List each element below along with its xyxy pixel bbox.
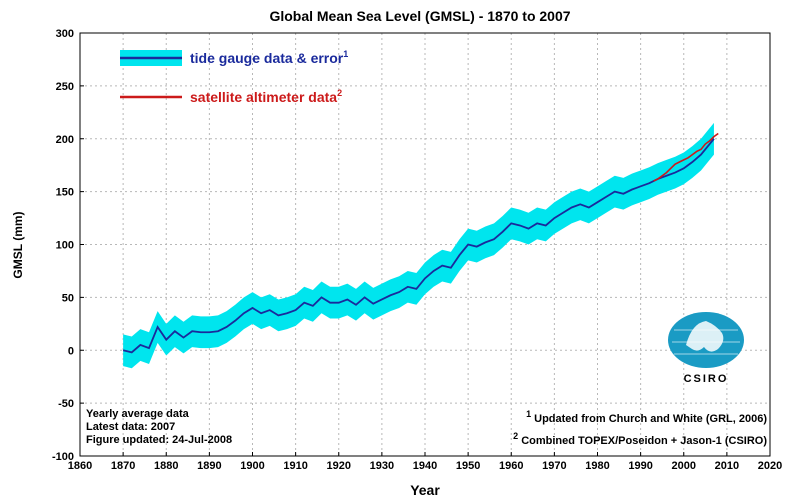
plot-frame <box>79 32 771 457</box>
y-tick-labels: -100 -50 0 50 100 150 200 250 300 <box>52 28 74 463</box>
x-tick-label: 1990 <box>628 460 652 472</box>
x-tick-label: 1880 <box>154 460 178 472</box>
x-tick-label: 1910 <box>283 460 307 472</box>
x-tick-label: 1960 <box>499 460 523 472</box>
x-tick-label: 1890 <box>197 460 221 472</box>
csiro-logo: CSIRO <box>668 312 744 385</box>
note-bottom-left: Yearly average data Latest data: 2007 Fi… <box>86 408 232 446</box>
y-axis-label: GMSL (mm) <box>11 211 25 278</box>
x-tick-label: 1920 <box>327 460 351 472</box>
chart-title: Global Mean Sea Level (GMSL) - 1870 to 2… <box>269 8 570 24</box>
legend: tide gauge data & error1 satellite altim… <box>120 49 348 105</box>
x-tick-label: 1940 <box>413 460 437 472</box>
footnote-1: 1 Updated from Church and White (GRL, 200… <box>526 409 767 425</box>
satellite-altimeter-line <box>653 132 719 182</box>
x-tick-label: 2000 <box>672 460 696 472</box>
x-tick-label: 1950 <box>456 460 480 472</box>
x-tick-label: 1980 <box>585 460 609 472</box>
x-tick-label: 1870 <box>111 460 135 472</box>
y-tick-label: 250 <box>56 81 74 93</box>
logo-text: CSIRO <box>684 373 729 385</box>
series-lines <box>122 132 719 354</box>
legend-label-tide: tide gauge data & error1 <box>190 49 348 66</box>
x-tick-label: 1860 <box>68 460 92 472</box>
x-tick-label: 1900 <box>240 460 264 472</box>
tide-gauge-line <box>122 138 715 354</box>
x-tick-labels: 1860 1870 1880 1890 1900 1910 1920 1930 1940 1950… <box>68 460 782 472</box>
legend-label-satellite: satellite altimeter data2 <box>190 88 342 105</box>
x-tick-label: 1930 <box>370 460 394 472</box>
x-tick-label: 2020 <box>758 460 782 472</box>
y-tick-label: 200 <box>56 134 74 146</box>
y-tick-label: 150 <box>56 187 74 199</box>
note-bottom-right: 1 Updated from Church and White (GRL, 200… <box>513 409 767 447</box>
grid <box>79 32 771 457</box>
y-tick-label: 300 <box>56 28 74 40</box>
x-tick-label: 2010 <box>715 460 739 472</box>
y-tick-label: 50 <box>62 292 74 304</box>
x-axis-label: Year <box>410 482 440 498</box>
note-line-3: Figure updated: 24-Jul-2008 <box>86 434 232 446</box>
y-tick-label: -100 <box>52 451 74 463</box>
tide-gauge-error-band <box>123 122 714 369</box>
footnote-2: 2 Combined TOPEX/Poseidon + Jason-1 (CSIR… <box>513 431 767 447</box>
note-line-2: Latest data: 2007 <box>86 421 175 433</box>
error-band <box>123 122 714 369</box>
y-tick-label: -50 <box>58 398 74 410</box>
y-tick-label: 0 <box>68 345 74 357</box>
y-tick-label: 100 <box>56 240 74 252</box>
x-tick-label: 1970 <box>542 460 566 472</box>
note-line-1: Yearly average data <box>86 408 190 420</box>
